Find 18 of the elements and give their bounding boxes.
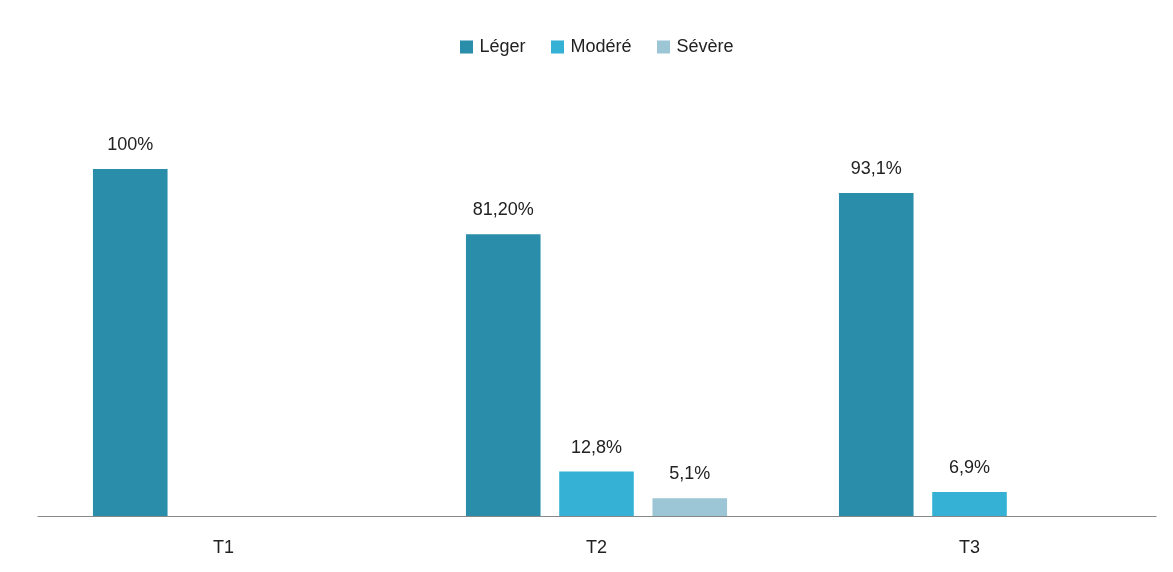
bar	[92, 169, 168, 516]
bar	[652, 498, 728, 516]
bar	[838, 192, 914, 516]
x-tick-label: T1	[212, 536, 235, 557]
bar	[559, 471, 634, 516]
x-tick-label: T2	[585, 536, 608, 557]
bar	[465, 234, 541, 516]
data-label: 93,1%	[850, 157, 902, 178]
legend-label: Sévère	[676, 36, 734, 56]
bar	[932, 492, 1007, 516]
data-label: 12,8%	[570, 436, 623, 457]
data-label: 6,9%	[948, 457, 991, 478]
data-label: 5,1%	[669, 463, 711, 484]
data-label: 100%	[107, 134, 154, 154]
legend-label: Modéré	[570, 36, 632, 56]
legend-label: Léger	[479, 36, 526, 56]
x-tick-label: T3	[958, 536, 981, 557]
data-label: 81,20%	[472, 199, 534, 220]
